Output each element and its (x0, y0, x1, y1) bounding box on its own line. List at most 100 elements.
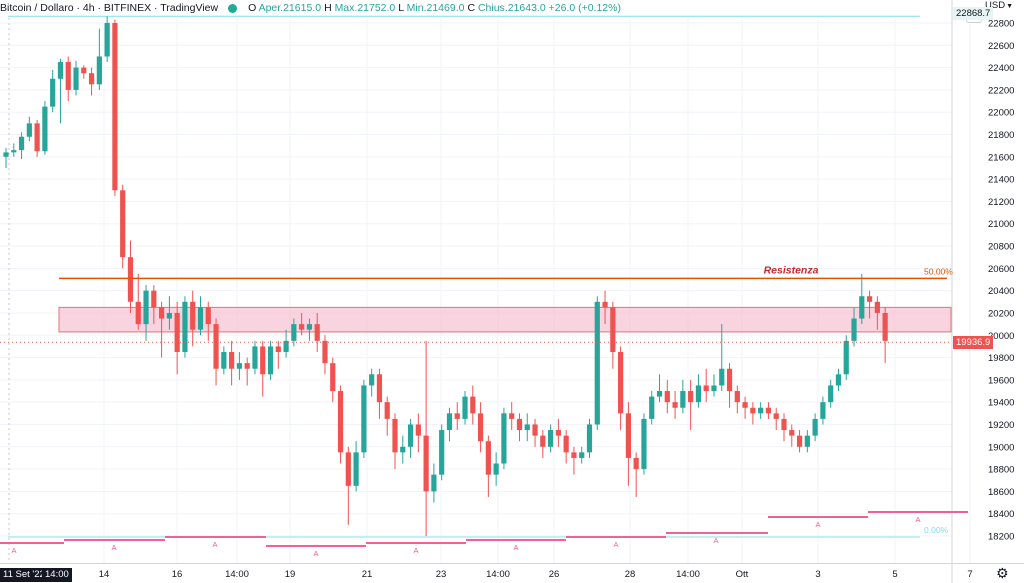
alert-marker: A (815, 520, 820, 529)
ohlc-key-1: H (324, 2, 335, 14)
candle-body (649, 396, 655, 419)
alert-marker: A (111, 543, 116, 552)
time-tick-label: 14 (99, 569, 110, 580)
price-tick-label: 21400 (988, 175, 1014, 186)
price-tick-label: 21600 (988, 152, 1014, 163)
alert-marker: A (11, 546, 16, 555)
candle-body (742, 402, 748, 408)
ohlc-value-1: Max.21752.0 (334, 2, 396, 14)
candle-body (423, 435, 429, 492)
candle-body (618, 351, 624, 414)
price-tick-label: 20400 (988, 286, 1014, 297)
candle-body (244, 363, 250, 369)
candle-body (594, 301, 600, 425)
time-label-date: 11 Set '22 (0, 568, 48, 582)
candle-body (439, 430, 445, 475)
candle-body (656, 391, 663, 397)
candle-body (26, 123, 32, 137)
candle-body (73, 67, 79, 90)
candle-body (454, 413, 460, 419)
candle-body (586, 424, 593, 453)
alert-marker: A (915, 515, 920, 524)
candle-body (127, 257, 134, 302)
ohlc-value-0: Aper.21615.0 (258, 2, 322, 14)
candle-body (415, 424, 421, 436)
candle-body (516, 418, 523, 431)
ohlc-key-2: L (398, 2, 407, 14)
candle-body (104, 23, 110, 57)
price-tick-label: 22800 (988, 19, 1014, 30)
candle-body (625, 413, 631, 458)
candle-body (65, 62, 71, 90)
candle-body (493, 463, 499, 475)
candle-body (672, 402, 678, 408)
price-tick-label: 20600 (988, 264, 1014, 275)
candle-body (820, 402, 826, 419)
ohlc-key-0: O (248, 2, 259, 14)
candle-body (789, 430, 795, 436)
time-tick-label: 23 (436, 569, 447, 580)
ohlc-value-2: Min.21469.0 (406, 2, 465, 14)
candle-body (765, 407, 772, 414)
candle-body (781, 418, 787, 431)
symbol-title[interactable]: Bitcoin / Dollaro · 4h · BITFINEX · Trad… (0, 2, 219, 14)
candle-body (337, 391, 344, 453)
time-tick-label: 5 (892, 569, 897, 580)
candle-body (306, 324, 313, 330)
candle-body (57, 62, 64, 79)
time-tick-label: 3 (815, 569, 820, 580)
ohlc-key-3: C (467, 2, 478, 14)
candle-body (11, 150, 17, 153)
price-tick-label: 20200 (988, 308, 1014, 319)
price-tick-label: 18400 (988, 509, 1014, 520)
candle-body (431, 474, 437, 492)
chevron-down-icon: ▼ (1006, 3, 1013, 10)
candle-body (112, 23, 118, 191)
candle-body (353, 452, 359, 486)
candle-body (299, 324, 305, 330)
candle-body (252, 346, 258, 369)
candle-body (221, 351, 227, 369)
alert-marker: A (513, 543, 518, 552)
gear-icon[interactable]: ⚙ (996, 565, 1009, 581)
candle-body (291, 324, 297, 341)
time-tick-label: 14:00 (676, 569, 700, 580)
candle-body (866, 296, 873, 302)
candle-body (190, 301, 196, 330)
candle-body (524, 424, 530, 431)
candle-body (166, 312, 172, 319)
candle-body (477, 413, 484, 442)
candle-body (229, 351, 235, 369)
ohlc-value-4: +26.0 (+0.12%) (548, 2, 621, 14)
candle-body (641, 418, 647, 470)
candle-body (843, 340, 849, 375)
ohlc-value-3: Chius.21643.0 (477, 2, 546, 14)
market-status-icon (228, 3, 238, 13)
price-tick-label: 22600 (988, 41, 1014, 52)
candle-body (88, 73, 95, 85)
candle-body (470, 396, 476, 414)
candle-body (734, 391, 740, 403)
candle-body (758, 407, 764, 414)
candle-body (275, 346, 281, 352)
currency-label: USD (985, 0, 1006, 11)
candle-body (563, 435, 569, 453)
candle-body (322, 340, 328, 364)
candle-body (711, 385, 717, 392)
alert-marker: A (613, 540, 618, 549)
candle-body (874, 301, 880, 313)
currency-selector[interactable]: USD▼ (985, 0, 1013, 11)
candle-body (143, 290, 149, 325)
price-tick-label: 22000 (988, 108, 1014, 119)
candle-body (680, 391, 686, 408)
time-tick-label: 26 (549, 569, 560, 580)
price-tick-label: 20800 (988, 242, 1014, 253)
price-tick-label: 19600 (988, 375, 1014, 386)
top-price-label: 22868.7 (953, 7, 994, 20)
candle-body (407, 424, 414, 447)
price-tick-label: 22400 (988, 63, 1014, 74)
fib-50-label: 50.00% (924, 266, 953, 276)
time-tick-label: 7 (967, 569, 972, 580)
candle-body (267, 346, 274, 375)
